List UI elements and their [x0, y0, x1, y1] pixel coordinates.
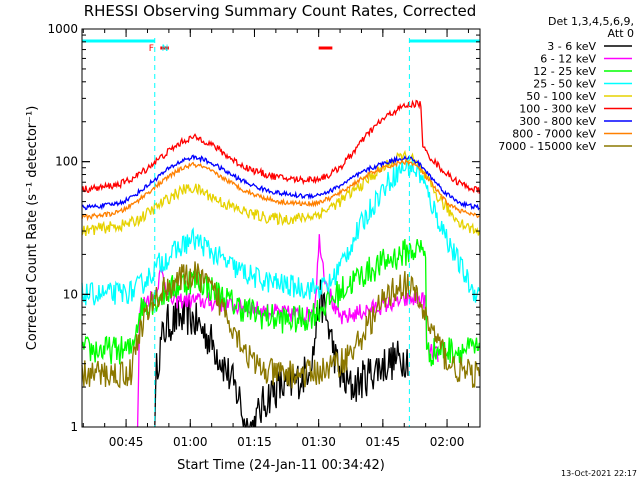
y-tick-label: 1	[70, 420, 78, 434]
x-tick-label: 02:00	[430, 435, 465, 449]
series-line-9	[81, 261, 480, 389]
y-axis-label: Corrected Count Rate (s⁻¹ detector⁻¹)	[25, 106, 40, 351]
legend-entry-label: 3 - 6 keV	[547, 40, 596, 53]
x-tick-label: 01:00	[173, 435, 208, 449]
chart-title: RHESSI Observing Summary Count Rates, Co…	[84, 2, 477, 20]
y-tick-label: 10	[63, 287, 78, 301]
x-tick-label: 00:45	[109, 435, 144, 449]
legend-header-line: Att 0	[608, 27, 634, 40]
flag-marker-2: N	[162, 44, 169, 54]
generation-timestamp: 13-Oct-2021 22:17	[561, 469, 637, 478]
series-line-1	[154, 279, 409, 428]
x-tick-label: 01:15	[237, 435, 272, 449]
x-axis-label: Start Time (24-Jan-11 00:34:42)	[177, 458, 385, 473]
series-line-3	[81, 238, 480, 367]
series-line-2	[136, 234, 439, 428]
plot-frame	[81, 28, 481, 428]
series-line-8	[81, 158, 480, 222]
series-line-7	[81, 154, 480, 211]
legend-entry-label: 6 - 12 keV	[540, 53, 596, 66]
x-tick-label: 01:30	[301, 435, 336, 449]
series-line-6	[81, 99, 480, 194]
legend-entry-label: 25 - 50 keV	[533, 78, 596, 91]
flag-marker-1: F	[149, 44, 154, 54]
series-line-4	[81, 157, 480, 306]
legend-entry-label: 300 - 800 keV	[519, 115, 596, 128]
legend-entry-label: 7000 - 15000 keV	[498, 140, 596, 153]
legend-header-line: Det 1,3,4,5,6,9,	[548, 15, 634, 28]
y-tick-label: 100	[55, 155, 78, 169]
legend-entry-label: 50 - 100 keV	[526, 90, 596, 103]
y-tick-label: 1000	[47, 22, 78, 36]
series-line-5	[81, 149, 480, 237]
legend-entry-label: 800 - 7000 keV	[512, 128, 596, 141]
legend-entry-label: 100 - 300 keV	[519, 103, 596, 116]
axes: 1 10 100 1000 00:45 01:00 01:15 01:30 01:45 02:00	[47, 22, 480, 449]
x-tick-label: 01:45	[366, 435, 401, 449]
legend-entry-label: 12 - 25 keV	[533, 65, 596, 78]
